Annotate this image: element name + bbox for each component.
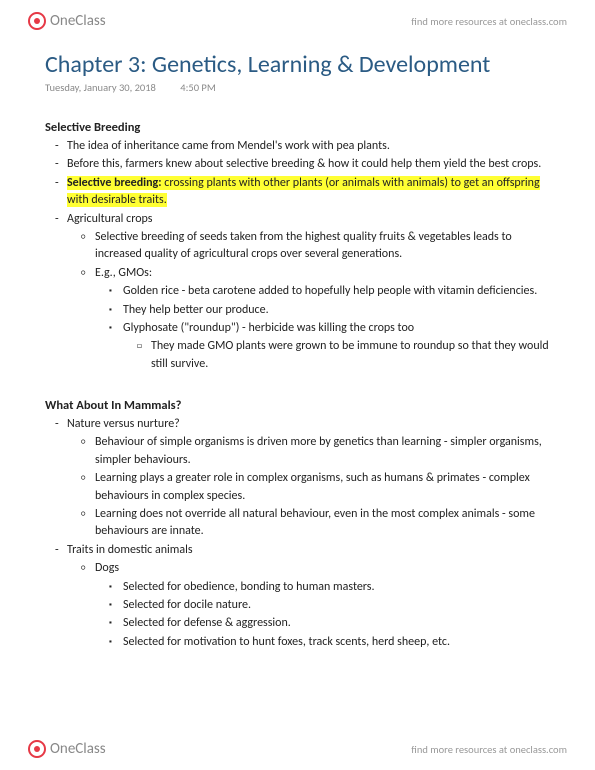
logo-text: OneClass xyxy=(50,740,106,758)
list-item: They made GMO plants were grown to be im… xyxy=(45,338,550,373)
list-item: Learning does not override all natural b… xyxy=(45,506,550,541)
doc-meta: Tuesday, January 30, 2018 4:50 PM xyxy=(45,81,550,94)
footer-tagline: find more resources at oneclass.com xyxy=(411,743,567,756)
list-item: Agricultural crops xyxy=(45,211,550,228)
list-item: Golden rice - beta carotene added to hop… xyxy=(45,283,550,300)
spacer xyxy=(45,374,550,388)
list-item: Nature versus nurture? xyxy=(45,416,550,433)
list-item: Traits in domestic animals xyxy=(45,542,550,559)
list-item: Before this, farmers knew about selectiv… xyxy=(45,156,550,173)
bullet-list: The idea of inheritance came from Mendel… xyxy=(45,138,550,373)
section-heading: What About In Mammals? xyxy=(45,398,550,413)
list-item: They help better our produce. xyxy=(45,302,550,319)
list-item-highlighted: Selective breeding: crossing plants with… xyxy=(45,175,550,210)
list-item: Glyphosate ("roundup") - herbicide was k… xyxy=(45,320,550,337)
logo-icon xyxy=(28,740,46,758)
brand-logo: OneClass xyxy=(28,12,106,30)
highlight-term: Selective breeding: xyxy=(67,176,162,190)
logo-text: OneClass xyxy=(50,12,106,30)
header-tagline: find more resources at oneclass.com xyxy=(411,15,567,28)
page-body: Chapter 3: Genetics, Learning & Developm… xyxy=(45,50,550,730)
chapter-title: Chapter 3: Genetics, Learning & Developm… xyxy=(45,50,550,79)
list-item: Selected for obedience, bonding to human… xyxy=(45,579,550,596)
list-item: The idea of inheritance came from Mendel… xyxy=(45,138,550,155)
list-item: Selected for motivation to hunt foxes, t… xyxy=(45,634,550,651)
page-header: OneClass find more resources at oneclass… xyxy=(0,6,595,36)
list-item: Learning plays a greater role in complex… xyxy=(45,470,550,505)
list-item: Selected for docile nature. xyxy=(45,597,550,614)
doc-date: Tuesday, January 30, 2018 xyxy=(45,81,156,94)
bullet-list: Nature versus nurture? Behaviour of simp… xyxy=(45,416,550,651)
page-footer: OneClass find more resources at oneclass… xyxy=(0,734,595,764)
list-item: Dogs xyxy=(45,560,550,577)
logo-icon xyxy=(28,12,46,30)
list-item: E.g., GMOs: xyxy=(45,265,550,282)
list-item: Behaviour of simple organisms is driven … xyxy=(45,434,550,469)
list-item: Selected for defense & aggression. xyxy=(45,615,550,632)
list-item: Selective breeding of seeds taken from t… xyxy=(45,229,550,264)
section-heading: Selective Breeding xyxy=(45,120,550,135)
brand-logo: OneClass xyxy=(28,740,106,758)
doc-time: 4:50 PM xyxy=(180,81,216,94)
